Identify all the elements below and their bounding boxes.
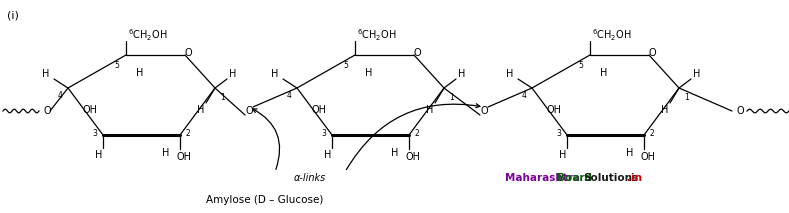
Text: 3: 3: [556, 128, 562, 138]
Text: OH: OH: [547, 105, 562, 115]
Text: H: H: [694, 69, 701, 79]
Text: H: H: [391, 148, 398, 158]
Text: 5: 5: [343, 60, 349, 69]
Text: H: H: [230, 69, 237, 79]
Text: H: H: [507, 69, 514, 79]
Text: OH: OH: [312, 105, 327, 115]
Text: Amylose (D – Glucose): Amylose (D – Glucose): [206, 195, 323, 205]
Text: H: H: [163, 148, 170, 158]
Text: OH: OH: [177, 152, 192, 162]
Text: Maharashtra: Maharashtra: [505, 173, 580, 183]
Text: $^6$CH$_2$OH: $^6$CH$_2$OH: [592, 27, 632, 43]
Text: 1: 1: [685, 94, 690, 102]
Text: $^6$CH$_2$OH: $^6$CH$_2$OH: [128, 27, 168, 43]
Text: 3: 3: [92, 128, 97, 138]
Text: 4: 4: [286, 92, 291, 101]
Text: 4: 4: [58, 92, 62, 101]
Text: O: O: [736, 106, 744, 116]
Text: O: O: [649, 48, 656, 58]
Text: H: H: [626, 148, 634, 158]
Text: .in: .in: [627, 173, 642, 183]
Text: Solutions: Solutions: [583, 173, 638, 183]
Text: O: O: [184, 48, 192, 58]
Text: α-links: α-links: [294, 173, 326, 183]
Text: H: H: [365, 68, 372, 78]
Text: O: O: [481, 106, 488, 116]
Text: 2: 2: [185, 128, 190, 138]
Text: H: H: [197, 105, 204, 115]
Text: $^6$CH$_2$OH: $^6$CH$_2$OH: [357, 27, 397, 43]
Text: (i): (i): [7, 10, 19, 20]
Text: H: H: [559, 150, 567, 160]
Text: O: O: [43, 106, 50, 116]
Text: 5: 5: [578, 60, 583, 69]
Text: O: O: [245, 106, 252, 116]
Text: H: H: [271, 69, 279, 79]
Text: H: H: [600, 68, 608, 78]
Text: 1: 1: [450, 94, 454, 102]
Text: H: H: [426, 105, 434, 115]
Text: 3: 3: [322, 128, 327, 138]
Text: O: O: [413, 48, 421, 58]
Text: Board: Board: [557, 173, 592, 183]
Text: OH: OH: [83, 105, 98, 115]
Text: H: H: [136, 68, 144, 78]
Text: OH: OH: [406, 152, 421, 162]
Text: 2: 2: [415, 128, 420, 138]
Text: 5: 5: [114, 60, 119, 69]
Text: H: H: [324, 150, 331, 160]
Text: H: H: [95, 150, 103, 160]
Text: 2: 2: [649, 128, 654, 138]
Text: H: H: [661, 105, 669, 115]
Text: 1: 1: [221, 94, 226, 102]
Text: 4: 4: [522, 92, 526, 101]
Text: H: H: [458, 69, 466, 79]
Text: H: H: [43, 69, 50, 79]
Text: OH: OH: [641, 152, 656, 162]
